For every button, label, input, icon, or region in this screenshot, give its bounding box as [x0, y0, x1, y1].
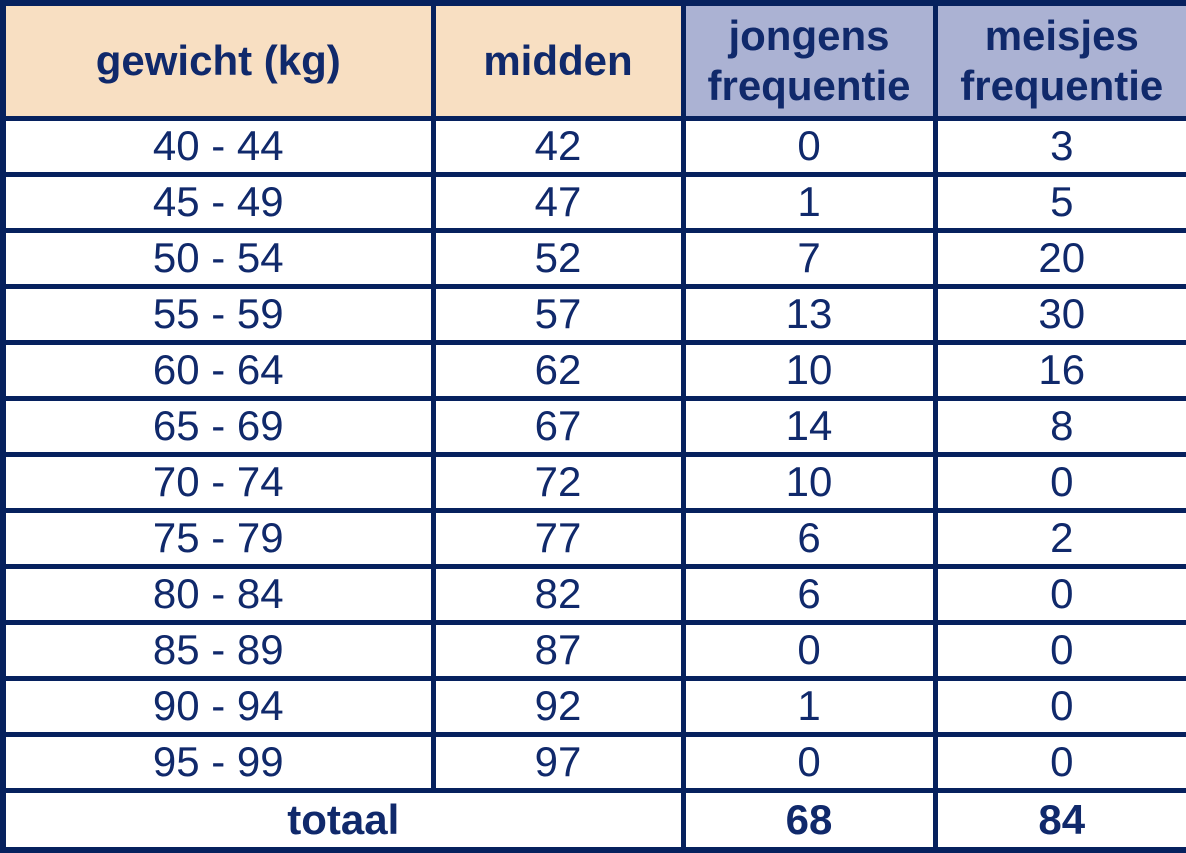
cell-midden: 42 [433, 118, 683, 174]
header-cell-gewicht: gewicht (kg) [3, 3, 433, 118]
header-cell-jongens-frequentie: jongens frequentie [683, 3, 935, 118]
cell-meisjes-frequentie: 20 [935, 230, 1186, 286]
cell-meisjes-frequentie: 0 [935, 734, 1186, 790]
total-label-cell: totaal [3, 790, 683, 850]
cell-meisjes-frequentie: 2 [935, 510, 1186, 566]
header-gewicht-label: gewicht (kg) [96, 37, 341, 84]
cell-midden: 52 [433, 230, 683, 286]
cell-jongens-frequentie: 10 [683, 454, 935, 510]
cell-gewicht: 65 - 69 [3, 398, 433, 454]
cell-midden: 62 [433, 342, 683, 398]
cell-meisjes-frequentie: 8 [935, 398, 1186, 454]
cell-midden: 92 [433, 678, 683, 734]
cell-jongens-frequentie: 6 [683, 566, 935, 622]
cell-midden: 87 [433, 622, 683, 678]
cell-jongens-frequentie: 6 [683, 510, 935, 566]
cell-gewicht: 80 - 84 [3, 566, 433, 622]
total-row: totaal 68 84 [3, 790, 1186, 850]
cell-jongens-frequentie: 10 [683, 342, 935, 398]
cell-meisjes-frequentie: 0 [935, 622, 1186, 678]
cell-gewicht: 75 - 79 [3, 510, 433, 566]
cell-gewicht: 45 - 49 [3, 174, 433, 230]
header-meisjes-label-line1: meisjes [938, 11, 1186, 61]
cell-meisjes-frequentie: 0 [935, 678, 1186, 734]
header-jongens-label-line2: frequentie [686, 61, 933, 111]
cell-jongens-frequentie: 1 [683, 678, 935, 734]
table-row: 80 - 84 82 6 0 [3, 566, 1186, 622]
header-meisjes-label-line2: frequentie [938, 61, 1186, 111]
cell-gewicht: 85 - 89 [3, 622, 433, 678]
total-jongens-cell: 68 [683, 790, 935, 850]
cell-midden: 97 [433, 734, 683, 790]
header-jongens-label-line1: jongens [686, 11, 933, 61]
cell-gewicht: 70 - 74 [3, 454, 433, 510]
table-row: 75 - 79 77 6 2 [3, 510, 1186, 566]
table-row: 65 - 69 67 14 8 [3, 398, 1186, 454]
cell-jongens-frequentie: 0 [683, 118, 935, 174]
table-row: 85 - 89 87 0 0 [3, 622, 1186, 678]
cell-gewicht: 40 - 44 [3, 118, 433, 174]
cell-jongens-frequentie: 0 [683, 734, 935, 790]
cell-jongens-frequentie: 13 [683, 286, 935, 342]
table-row: 90 - 94 92 1 0 [3, 678, 1186, 734]
table-row: 55 - 59 57 13 30 [3, 286, 1186, 342]
header-cell-meisjes-frequentie: meisjes frequentie [935, 3, 1186, 118]
cell-meisjes-frequentie: 0 [935, 566, 1186, 622]
header-midden-label: midden [483, 37, 632, 84]
table-row: 70 - 74 72 10 0 [3, 454, 1186, 510]
table-row: 45 - 49 47 1 5 [3, 174, 1186, 230]
header-row: gewicht (kg) midden jongens frequentie m… [3, 3, 1186, 118]
table-row: 60 - 64 62 10 16 [3, 342, 1186, 398]
cell-gewicht: 90 - 94 [3, 678, 433, 734]
cell-midden: 77 [433, 510, 683, 566]
total-meisjes-cell: 84 [935, 790, 1186, 850]
cell-meisjes-frequentie: 3 [935, 118, 1186, 174]
cell-midden: 72 [433, 454, 683, 510]
cell-midden: 67 [433, 398, 683, 454]
cell-jongens-frequentie: 14 [683, 398, 935, 454]
cell-midden: 57 [433, 286, 683, 342]
header-cell-midden: midden [433, 3, 683, 118]
cell-jongens-frequentie: 0 [683, 622, 935, 678]
cell-jongens-frequentie: 1 [683, 174, 935, 230]
cell-jongens-frequentie: 7 [683, 230, 935, 286]
table-row: 95 - 99 97 0 0 [3, 734, 1186, 790]
table-row: 40 - 44 42 0 3 [3, 118, 1186, 174]
cell-meisjes-frequentie: 5 [935, 174, 1186, 230]
cell-gewicht: 50 - 54 [3, 230, 433, 286]
cell-midden: 82 [433, 566, 683, 622]
cell-gewicht: 60 - 64 [3, 342, 433, 398]
cell-midden: 47 [433, 174, 683, 230]
cell-meisjes-frequentie: 30 [935, 286, 1186, 342]
cell-meisjes-frequentie: 16 [935, 342, 1186, 398]
cell-gewicht: 95 - 99 [3, 734, 433, 790]
table-row: 50 - 54 52 7 20 [3, 230, 1186, 286]
cell-meisjes-frequentie: 0 [935, 454, 1186, 510]
cell-gewicht: 55 - 59 [3, 286, 433, 342]
